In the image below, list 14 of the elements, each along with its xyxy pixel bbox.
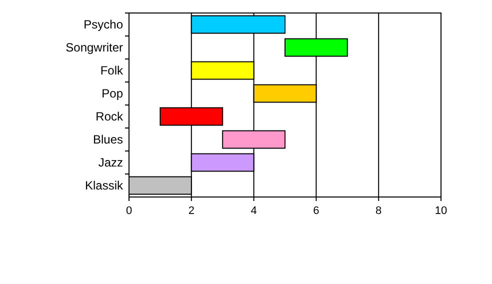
y-tick-label: Folk bbox=[100, 64, 124, 78]
x-tick-label: 0 bbox=[126, 205, 132, 217]
y-tick-label: Jazz bbox=[98, 156, 123, 170]
y-tick-label: Klassik bbox=[84, 178, 124, 193]
x-tick-label: 6 bbox=[313, 205, 320, 217]
y-tick-label: Blues bbox=[92, 132, 123, 147]
x-tick-label: 10 bbox=[434, 205, 448, 217]
y-tick-label: Pop bbox=[102, 86, 124, 101]
y-tick-label: Psycho bbox=[84, 18, 124, 32]
x-tick-label: 8 bbox=[376, 205, 382, 217]
x-tick-label: 2 bbox=[188, 205, 194, 217]
y-tick-label: Rock bbox=[96, 110, 124, 124]
x-tick-label: 4 bbox=[250, 205, 257, 217]
y-tick-label: Songwriter bbox=[66, 40, 123, 55]
